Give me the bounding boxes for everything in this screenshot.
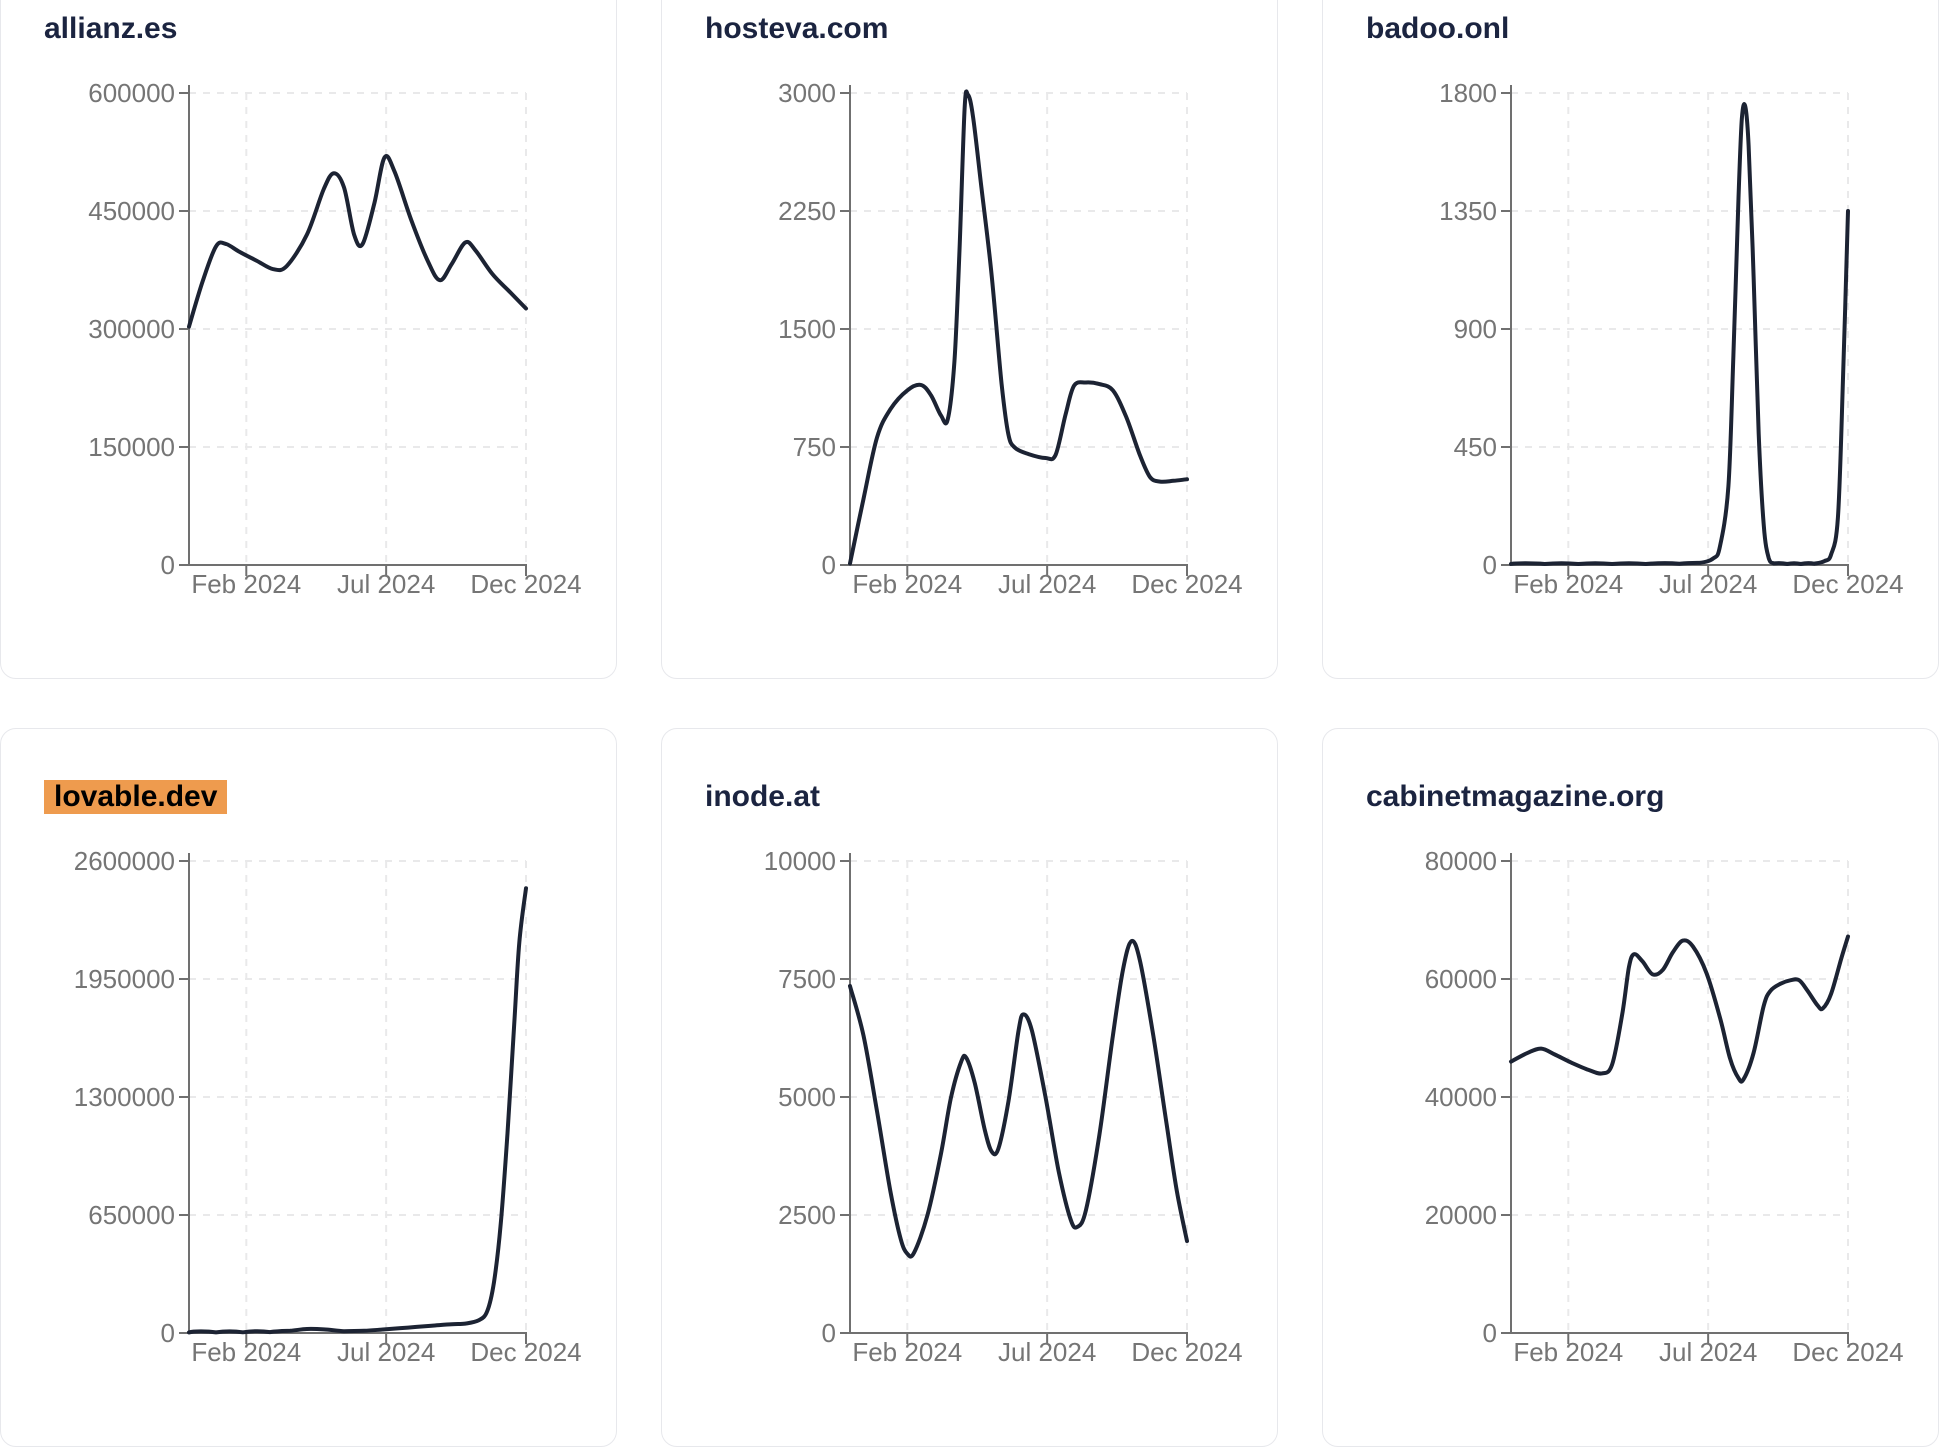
traffic-line-chart: 0 650000 1300000 1950000 2600000 Feb 2024 Jul … [74,846,582,1367]
chart-card-allianz-es[interactable]: allianz.es 0 150000 300000 450000 600000 Feb … [0,0,617,679]
y-tick-label: 2250 [778,196,836,226]
y-tick-label: 2500 [778,1200,836,1230]
trend-line [1509,102,1850,566]
chart-title: allianz.es [44,12,178,45]
x-tick-label: Dec 2024 [1131,1337,1242,1367]
y-tick-label: 40000 [1425,1082,1497,1112]
y-tick-label: 3000 [778,78,836,108]
chart-title: hosteva.com [705,12,889,45]
traffic-line-chart: 0 2500 5000 7500 10000 Feb 2024 Jul 2024 Dec 20… [764,846,1243,1367]
y-tick-label: 60000 [1425,964,1497,994]
chart-card-badoo-onl[interactable]: badoo.onl 0 450 900 1350 1800 Feb 2024 Jul 202… [1322,0,1939,679]
chart-card-inode-at[interactable]: inode.at 0 2500 5000 7500 10000 Feb 2024 Jul 2… [661,728,1278,1447]
chart-title: badoo.onl [1366,12,1510,45]
chart-card-cabinetmagazine-org[interactable]: cabinetmagazine.org 0 20000 40000 60000 8000… [1322,728,1939,1447]
y-tick-label: 20000 [1425,1200,1497,1230]
x-tick-label: Feb 2024 [1513,1337,1623,1367]
traffic-line-chart: 0 20000 40000 60000 80000 Feb 2024 Jul 2024 Dec… [1425,846,1904,1367]
chart-card-lovable-dev[interactable]: lovable.dev 0 650000 1300000 1950000 2600000… [0,728,617,1447]
chart-card-hosteva-com[interactable]: hosteva.com 0 750 1500 2250 3000 Feb 2024 Jul … [661,0,1278,679]
x-tick-label: Jul 2024 [998,569,1096,599]
y-tick-label: 2600000 [74,846,175,876]
x-tick-label: Dec 2024 [1792,569,1903,599]
x-tick-label: Jul 2024 [1659,1337,1757,1367]
y-tick-label: 80000 [1425,846,1497,876]
x-tick-label: Dec 2024 [1792,1337,1903,1367]
x-tick-label: Dec 2024 [470,569,581,599]
x-tick-label: Jul 2024 [337,1337,435,1367]
x-tick-label: Dec 2024 [1131,569,1242,599]
x-tick-label: Jul 2024 [1659,569,1757,599]
y-tick-label: 450000 [88,196,175,226]
traffic-line-chart: 0 750 1500 2250 3000 Feb 2024 Jul 2024 Dec 2024 [778,78,1243,599]
y-tick-label: 1800 [1439,78,1497,108]
x-tick-label: Feb 2024 [852,1337,962,1367]
trend-line [187,886,528,1335]
x-tick-label: Jul 2024 [337,569,435,599]
trend-line [187,154,528,329]
y-tick-label: 0 [161,550,175,580]
x-tick-label: Feb 2024 [852,569,962,599]
y-tick-label: 0 [822,550,836,580]
trend-line [848,938,1189,1259]
y-tick-label: 0 [161,1318,175,1348]
chart-title: cabinetmagazine.org [1366,780,1665,813]
y-tick-label: 0 [1483,1318,1497,1348]
y-tick-label: 1350 [1439,196,1497,226]
x-tick-label: Dec 2024 [470,1337,581,1367]
y-tick-label: 750 [793,432,836,462]
x-tick-label: Jul 2024 [998,1337,1096,1367]
y-tick-label: 900 [1454,314,1497,344]
y-tick-label: 1300000 [74,1082,175,1112]
traffic-line-chart: 0 450 900 1350 1800 Feb 2024 Jul 2024 Dec 2024 [1439,78,1904,599]
y-tick-label: 0 [822,1318,836,1348]
trend-line [848,89,1189,566]
y-tick-label: 450 [1454,432,1497,462]
y-tick-label: 5000 [778,1082,836,1112]
traffic-line-chart: 0 150000 300000 450000 600000 Feb 2024 Jul 202… [88,78,581,599]
y-tick-label: 7500 [778,964,836,994]
y-tick-label: 1500 [778,314,836,344]
y-tick-label: 1950000 [74,964,175,994]
y-tick-label: 300000 [88,314,175,344]
trend-line [1509,934,1850,1084]
x-tick-label: Feb 2024 [191,569,301,599]
x-tick-label: Feb 2024 [1513,569,1623,599]
y-tick-label: 650000 [88,1200,175,1230]
y-tick-label: 10000 [764,846,836,876]
y-tick-label: 150000 [88,432,175,462]
chart-title-highlighted: lovable.dev [44,780,228,814]
x-tick-label: Feb 2024 [191,1337,301,1367]
y-tick-label: 0 [1483,550,1497,580]
chart-title: inode.at [705,780,821,813]
y-tick-label: 600000 [88,78,175,108]
